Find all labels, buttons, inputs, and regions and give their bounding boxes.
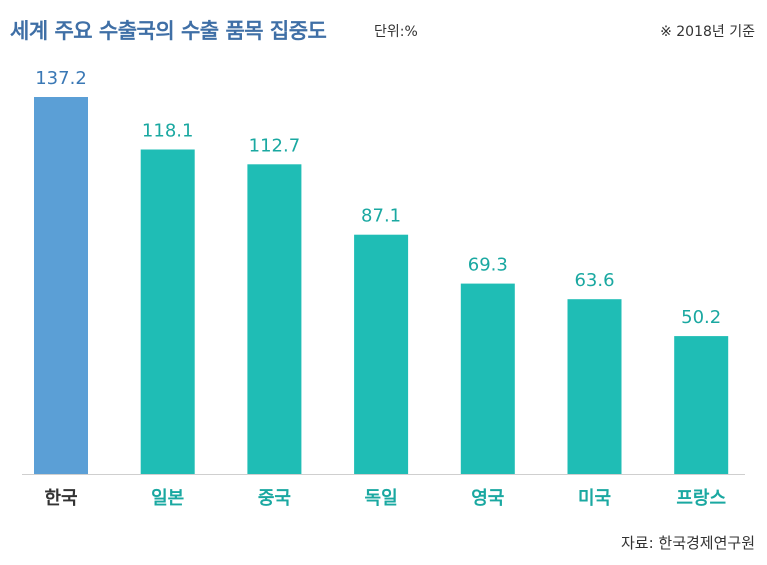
- value-label-3: 87.1: [361, 206, 401, 227]
- category-label-5: 미국: [578, 488, 611, 509]
- basis-note: ※ 2018년 기준: [660, 24, 755, 40]
- value-labels-group: 137.2 118.1 112.7 87.1 69.3 63.6 50.2: [35, 68, 721, 328]
- bar-0: [34, 97, 88, 474]
- value-label-5: 63.6: [574, 270, 614, 291]
- category-labels-group: 한국 일본 중국 독일 영국 미국 프랑스: [44, 488, 726, 509]
- category-label-0: 한국: [44, 488, 77, 509]
- value-label-0: 137.2: [35, 68, 87, 89]
- category-label-1: 일본: [151, 488, 184, 509]
- bar-5: [567, 299, 622, 474]
- value-label-6: 50.2: [681, 307, 721, 328]
- chart-title: 세계 주요 수출국의 수출 품목 집중도: [10, 19, 327, 43]
- category-label-2: 중국: [258, 488, 291, 509]
- value-label-2: 112.7: [249, 135, 301, 156]
- bars-group: [34, 97, 729, 475]
- category-label-4: 영국: [471, 488, 504, 509]
- bar-3: [354, 234, 409, 474]
- value-label-1: 118.1: [142, 121, 194, 142]
- category-label-6: 프랑스: [676, 488, 726, 509]
- bar-1: [140, 149, 195, 474]
- bar-2: [247, 164, 302, 475]
- value-label-4: 69.3: [468, 255, 508, 276]
- bar-6: [674, 336, 729, 474]
- bar-4: [460, 283, 515, 474]
- unit-label: 단위:%: [374, 24, 418, 40]
- category-label-3: 독일: [365, 488, 398, 509]
- source-note: 자료: 한국경제연구원: [620, 534, 755, 552]
